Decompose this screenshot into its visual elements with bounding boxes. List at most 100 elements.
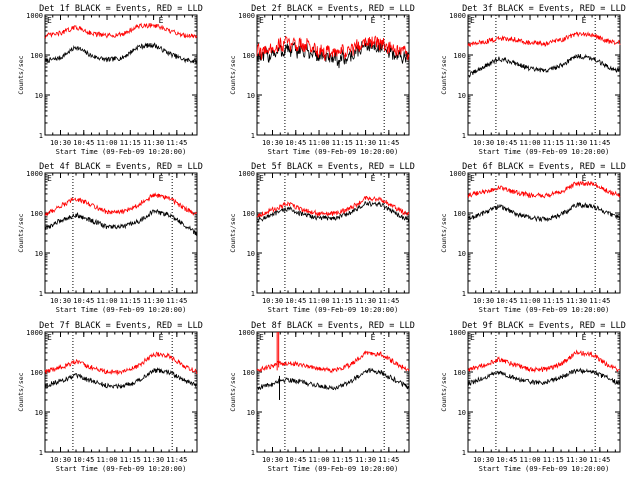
y-axis-label: Counts/sec (440, 372, 448, 411)
x-tick-label: 10:45 (285, 297, 306, 305)
x-tick-label: 11:45 (166, 456, 187, 464)
y-tick-label: 100 (242, 369, 255, 377)
series-events-line (256, 201, 410, 224)
event-marker-label: E (47, 16, 52, 25)
x-tick-label: 10:30 (473, 297, 494, 305)
y-tick-label: 1 (251, 449, 255, 457)
plot-frame (256, 172, 410, 294)
event-marker-label: E (159, 16, 164, 25)
panel-det-5: Det 5f BLACK = Events, RED = LLD 1 10 100 10… (229, 162, 415, 314)
y-tick-label: 1000 (26, 12, 43, 20)
event-marker-label: E (371, 174, 376, 183)
x-tick-label: 10:30 (473, 139, 494, 147)
series-events-line (44, 42, 198, 64)
series-lld-line (44, 192, 198, 217)
y-tick-label: 1000 (449, 329, 466, 337)
y-axis-label: Counts/sec (440, 213, 448, 252)
y-tick-label: 1000 (26, 170, 43, 178)
event-marker-label: E (159, 333, 164, 342)
x-tick-label: 10:45 (73, 456, 94, 464)
y-tick-label: 10 (35, 409, 43, 417)
x-tick-label: 11:30 (143, 456, 164, 464)
x-tick-label: 10:30 (50, 456, 71, 464)
panel-title: Det 5f BLACK = Events, RED = LLD (251, 162, 415, 172)
x-tick-label: 11:15 (120, 297, 141, 305)
y-tick-label: 10 (247, 409, 255, 417)
x-tick-label: 10:30 (262, 456, 283, 464)
series-events-line (44, 367, 198, 390)
y-tick-label: 100 (30, 369, 43, 377)
x-tick-label: 11:00 (309, 456, 330, 464)
series-lld-line (44, 22, 198, 39)
y-tick-label: 1000 (26, 329, 43, 337)
x-tick-label: 11:30 (566, 139, 587, 147)
panel-title: Det 4f BLACK = Events, RED = LLD (39, 162, 203, 172)
x-tick-label: 11:45 (589, 456, 610, 464)
x-axis-label: Start Time (09-Feb-09 10:20:00) (479, 148, 610, 156)
x-tick-label: 11:15 (543, 139, 564, 147)
series-lld-line (256, 350, 410, 374)
event-marker-label: E (47, 174, 52, 183)
series-events-line (256, 367, 410, 391)
y-tick-label: 1 (251, 132, 255, 140)
y-tick-label: 1 (462, 290, 466, 298)
series-events-line (467, 202, 621, 223)
x-tick-label: 11:00 (520, 456, 541, 464)
x-tick-label: 11:15 (120, 456, 141, 464)
series-events-line (467, 53, 621, 78)
x-tick-label: 10:45 (73, 297, 94, 305)
x-tick-label: 10:45 (285, 139, 306, 147)
x-tick-label: 10:45 (285, 456, 306, 464)
x-tick-label: 10:45 (496, 139, 517, 147)
x-axis-label: Start Time (09-Feb-09 10:20:00) (268, 148, 399, 156)
plot-frame (256, 331, 410, 453)
y-tick-label: 1 (39, 290, 43, 298)
panel-title: Det 8f BLACK = Events, RED = LLD (251, 321, 415, 331)
y-tick-label: 1000 (238, 329, 255, 337)
plot-frame (467, 172, 621, 294)
plot-frame (256, 14, 410, 136)
panel-title: Det 7f BLACK = Events, RED = LLD (39, 321, 203, 331)
x-tick-label: 11:00 (520, 297, 541, 305)
plot-frame (44, 14, 198, 136)
x-tick-label: 10:30 (262, 297, 283, 305)
series-lld-line (256, 195, 410, 218)
x-tick-label: 10:30 (50, 139, 71, 147)
y-axis-label: Counts/sec (440, 55, 448, 94)
y-tick-label: 10 (35, 250, 43, 258)
y-tick-label: 100 (30, 210, 43, 218)
event-marker-label: E (259, 333, 264, 342)
x-tick-label: 11:15 (543, 456, 564, 464)
x-tick-label: 11:45 (378, 139, 399, 147)
panel-det-4: Det 4f BLACK = Events, RED = LLD 1 10 100 10… (17, 162, 203, 314)
x-axis-label: Start Time (09-Feb-09 10:20:00) (268, 306, 399, 314)
y-tick-label: 1 (251, 290, 255, 298)
y-tick-label: 100 (453, 369, 466, 377)
event-marker-label: E (470, 174, 475, 183)
event-marker-label: E (371, 333, 376, 342)
panel-det-2: Det 2f BLACK = Events, RED = LLD 1 10 100 10… (229, 4, 415, 156)
y-tick-label: 10 (247, 92, 255, 100)
y-tick-label: 10 (35, 92, 43, 100)
panel-title: Det 6f BLACK = Events, RED = LLD (462, 162, 626, 172)
x-axis-label: Start Time (09-Feb-09 10:20:00) (268, 465, 399, 473)
series-lld-line (44, 351, 198, 376)
x-tick-label: 11:30 (355, 456, 376, 464)
panel-det-7: Det 7f BLACK = Events, RED = LLD 1 10 100 10… (17, 321, 203, 473)
x-tick-label: 11:00 (520, 139, 541, 147)
plot-frame (467, 331, 621, 453)
x-tick-label: 11:15 (120, 139, 141, 147)
y-tick-label: 1 (462, 132, 466, 140)
x-tick-label: 11:00 (97, 297, 118, 305)
y-tick-label: 1000 (449, 12, 466, 20)
x-tick-label: 11:30 (355, 139, 376, 147)
series-events-line (467, 367, 621, 386)
panel-title: Det 2f BLACK = Events, RED = LLD (251, 4, 415, 14)
series-events-line (44, 208, 198, 237)
y-tick-label: 100 (30, 52, 43, 60)
x-tick-label: 11:45 (378, 456, 399, 464)
event-marker-label: E (582, 16, 587, 25)
y-tick-label: 1000 (449, 170, 466, 178)
y-tick-label: 10 (458, 92, 466, 100)
y-tick-label: 1 (39, 132, 43, 140)
